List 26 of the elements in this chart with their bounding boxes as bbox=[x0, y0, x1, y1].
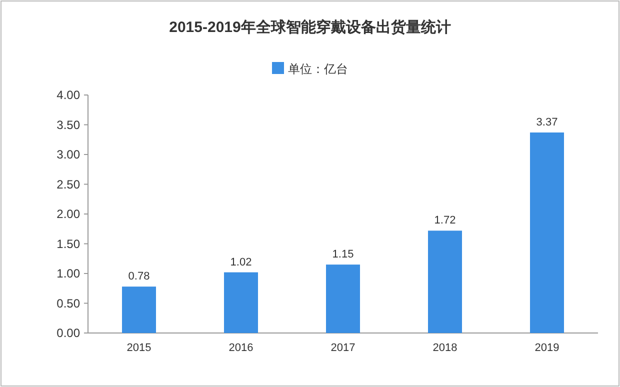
y-tick-label: 0.50 bbox=[56, 296, 80, 310]
bar bbox=[530, 132, 564, 333]
y-tick-label: 4.00 bbox=[56, 88, 80, 102]
x-tick-label: 2017 bbox=[330, 342, 356, 354]
chart-title: 2015-2019年全球智能穿戴设备出货量统计 bbox=[169, 18, 451, 36]
bar bbox=[326, 264, 360, 333]
x-tick-label: 2019 bbox=[534, 342, 560, 354]
data-label: 1.02 bbox=[230, 256, 252, 268]
y-tick-label: 1.50 bbox=[56, 236, 80, 251]
data-label: 1.72 bbox=[434, 214, 456, 227]
data-label: 1.15 bbox=[332, 248, 354, 261]
y-tick-label: 3.50 bbox=[56, 118, 80, 132]
bar bbox=[224, 272, 258, 333]
y-tick-label: 1.00 bbox=[56, 266, 80, 280]
y-tick-label: 3.00 bbox=[56, 148, 80, 162]
data-label: 0.78 bbox=[128, 270, 150, 283]
legend-label: 单位：亿台 bbox=[288, 62, 348, 76]
data-label: 3.37 bbox=[536, 116, 558, 128]
bar bbox=[428, 230, 462, 333]
x-tick-label: 2018 bbox=[432, 342, 458, 354]
y-tick-label: 2.00 bbox=[56, 207, 80, 221]
y-tick-label: 2.50 bbox=[56, 177, 80, 192]
x-tick-label: 2015 bbox=[126, 342, 152, 354]
x-tick-label: 2016 bbox=[228, 342, 254, 354]
y-tick-label: 0.00 bbox=[56, 326, 80, 340]
bar bbox=[122, 286, 156, 333]
